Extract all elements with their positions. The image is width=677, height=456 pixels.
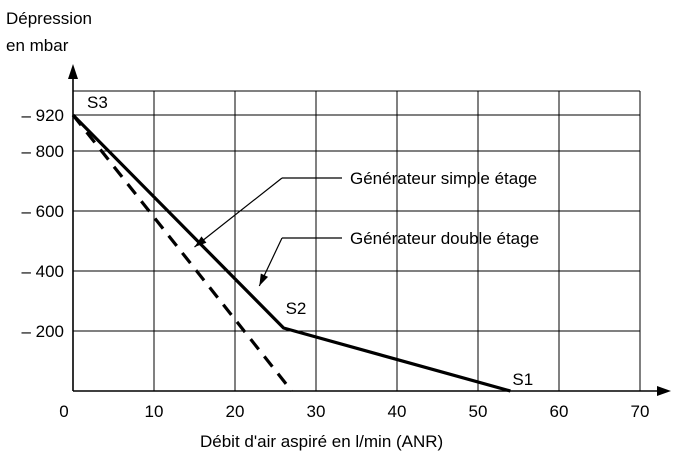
annotation-simple-etage-arrowhead (194, 236, 207, 247)
point-label-s2: S2 (286, 299, 307, 318)
y-axis-arrow (68, 64, 78, 79)
y-tick-label-800: – 800 (21, 142, 64, 161)
annotation-double-etage-arrowhead (259, 273, 269, 286)
axes (68, 64, 671, 396)
point-labels: S3 S2 S1 (87, 93, 533, 389)
x-tick-label-70: 70 (631, 402, 650, 421)
x-tick-label-20: 20 (226, 402, 245, 421)
annotation-simple-etage-leader (194, 177, 283, 248)
y-tick-label-920: – 920 (21, 106, 64, 125)
annotation-double-etage-label: Générateur double étage (350, 229, 539, 248)
x-tick-label-40: 40 (388, 402, 407, 421)
x-axis-arrow (657, 386, 671, 396)
y-tick-label-400: – 400 (21, 262, 64, 281)
x-axis-title: Débit d'air aspiré en l/min (ANR) (200, 432, 443, 451)
annotations: Générateur simple étage Générateur double… (194, 169, 539, 287)
annotation-simple-etage-label: Générateur simple étage (350, 169, 537, 188)
x-tick-label-50: 50 (469, 402, 488, 421)
x-tick-label-0: 0 (59, 402, 68, 421)
x-tick-label-10: 10 (145, 402, 164, 421)
point-label-s3: S3 (87, 93, 108, 112)
y-tick-label-200: – 200 (21, 322, 64, 341)
series (71, 113, 511, 393)
y-axis-title-line1: Dépression (6, 9, 92, 28)
point-label-s1: S1 (512, 370, 533, 389)
ticks: 0 10 20 30 40 50 60 70 – 920 – 800 – 600 – 400 – 200 (21, 106, 649, 421)
series-line-simple-etage (71, 114, 293, 392)
series-line-double-etage (71, 113, 511, 393)
x-tick-label-60: 60 (550, 402, 569, 421)
x-tick-label-30: 30 (307, 402, 326, 421)
y-axis-title-line2: en mbar (6, 36, 69, 55)
y-tick-label-600: – 600 (21, 202, 64, 221)
